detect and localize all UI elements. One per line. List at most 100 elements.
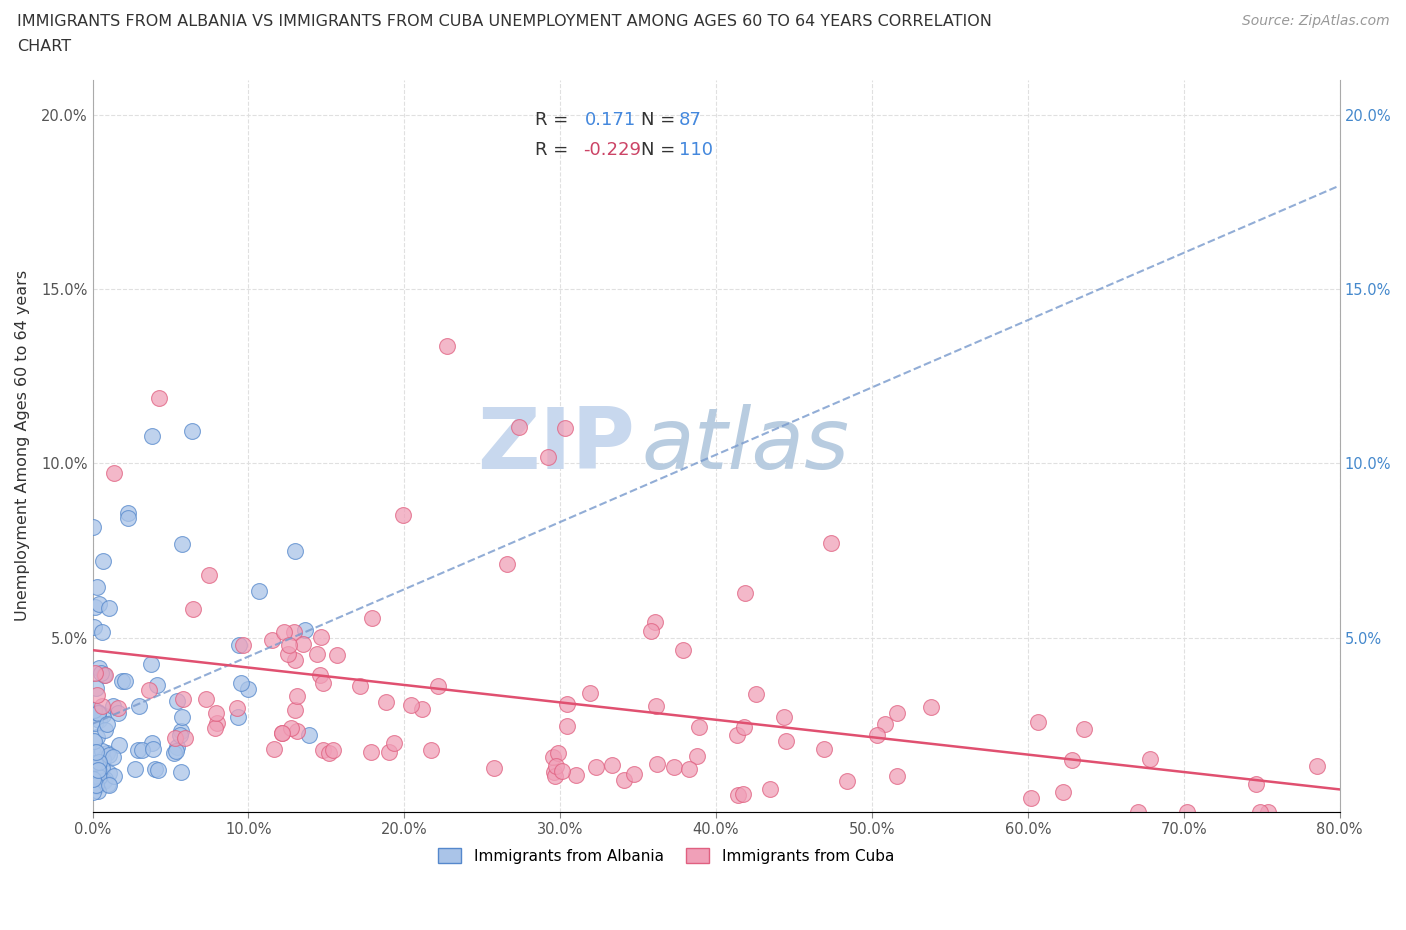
Point bbox=[773, 710, 796, 724]
Point bbox=[725, 727, 748, 742]
Point bbox=[837, 773, 859, 788]
Point bbox=[1306, 758, 1329, 773]
Point bbox=[1128, 804, 1150, 819]
Point bbox=[83, 715, 105, 730]
Point bbox=[623, 766, 645, 781]
Point bbox=[820, 536, 842, 551]
Point bbox=[103, 698, 125, 713]
Point bbox=[391, 508, 413, 523]
Text: atlas: atlas bbox=[641, 405, 849, 487]
Point bbox=[238, 682, 260, 697]
Point bbox=[226, 700, 249, 715]
Point bbox=[83, 619, 105, 634]
Point bbox=[688, 719, 710, 734]
Point bbox=[127, 743, 149, 758]
Point bbox=[117, 511, 139, 525]
Point bbox=[508, 419, 530, 434]
Point bbox=[1139, 752, 1161, 767]
Point bbox=[1244, 777, 1267, 791]
Point bbox=[138, 683, 160, 698]
Point bbox=[93, 774, 115, 789]
Point bbox=[84, 681, 107, 696]
Point bbox=[294, 623, 316, 638]
Point bbox=[142, 742, 165, 757]
Point bbox=[427, 679, 450, 694]
Point bbox=[436, 339, 458, 353]
Point bbox=[554, 421, 576, 436]
Point bbox=[141, 736, 163, 751]
Point bbox=[204, 705, 226, 720]
Point bbox=[322, 743, 344, 758]
Point bbox=[291, 636, 314, 651]
Text: IMMIGRANTS FROM ALBANIA VS IMMIGRANTS FROM CUBA UNEMPLOYMENT AMONG AGES 60 TO 64: IMMIGRANTS FROM ALBANIA VS IMMIGRANTS FR… bbox=[17, 14, 991, 29]
Point bbox=[349, 679, 371, 694]
Point bbox=[543, 764, 565, 779]
Point bbox=[87, 755, 110, 770]
Point bbox=[111, 673, 134, 688]
Point bbox=[148, 391, 170, 405]
Point bbox=[645, 756, 668, 771]
Point bbox=[495, 556, 517, 571]
Text: CHART: CHART bbox=[17, 39, 70, 54]
Point bbox=[273, 624, 295, 639]
Point bbox=[103, 750, 125, 764]
Point bbox=[82, 520, 104, 535]
Point bbox=[544, 769, 567, 784]
Point bbox=[83, 666, 105, 681]
Point bbox=[541, 750, 564, 764]
Point bbox=[86, 784, 108, 799]
Point bbox=[87, 769, 110, 784]
Y-axis label: Unemployment Among Ages 60 to 64 years: Unemployment Among Ages 60 to 64 years bbox=[15, 271, 30, 621]
Point bbox=[600, 758, 623, 773]
Point bbox=[640, 624, 662, 639]
Point bbox=[284, 703, 307, 718]
Point bbox=[263, 741, 285, 756]
Point bbox=[143, 762, 166, 777]
Point bbox=[96, 717, 118, 732]
Point bbox=[585, 760, 607, 775]
Point bbox=[686, 748, 709, 763]
Point bbox=[93, 708, 115, 723]
Point bbox=[378, 745, 401, 760]
Point bbox=[163, 730, 186, 745]
Point bbox=[419, 742, 441, 757]
Point bbox=[312, 676, 335, 691]
Point bbox=[91, 744, 114, 759]
Point bbox=[83, 703, 105, 718]
Point bbox=[94, 723, 117, 737]
Point bbox=[733, 787, 755, 802]
Point bbox=[813, 741, 835, 756]
Point bbox=[163, 745, 186, 760]
Point bbox=[86, 706, 108, 721]
Point bbox=[873, 717, 896, 732]
Point bbox=[318, 746, 340, 761]
Point bbox=[550, 764, 572, 778]
Point bbox=[96, 746, 118, 761]
Point bbox=[920, 699, 942, 714]
Point bbox=[1257, 804, 1279, 819]
Point bbox=[141, 657, 163, 671]
Point bbox=[1073, 722, 1095, 737]
Point bbox=[91, 761, 114, 776]
Point bbox=[146, 763, 169, 777]
Point bbox=[382, 736, 405, 751]
Point bbox=[1019, 790, 1042, 805]
Point bbox=[86, 687, 108, 702]
Point bbox=[672, 643, 695, 658]
Point bbox=[166, 739, 188, 754]
Point bbox=[733, 720, 755, 735]
Point bbox=[90, 625, 112, 640]
Point bbox=[645, 698, 668, 713]
Point bbox=[664, 760, 686, 775]
Point bbox=[775, 734, 797, 749]
Point bbox=[744, 686, 766, 701]
Point bbox=[174, 730, 197, 745]
Point bbox=[170, 537, 193, 551]
Point bbox=[1249, 804, 1271, 819]
Point bbox=[284, 544, 307, 559]
Point bbox=[536, 449, 558, 464]
Point bbox=[309, 630, 332, 644]
Point bbox=[141, 429, 163, 444]
Point bbox=[89, 597, 111, 612]
Point bbox=[759, 782, 782, 797]
